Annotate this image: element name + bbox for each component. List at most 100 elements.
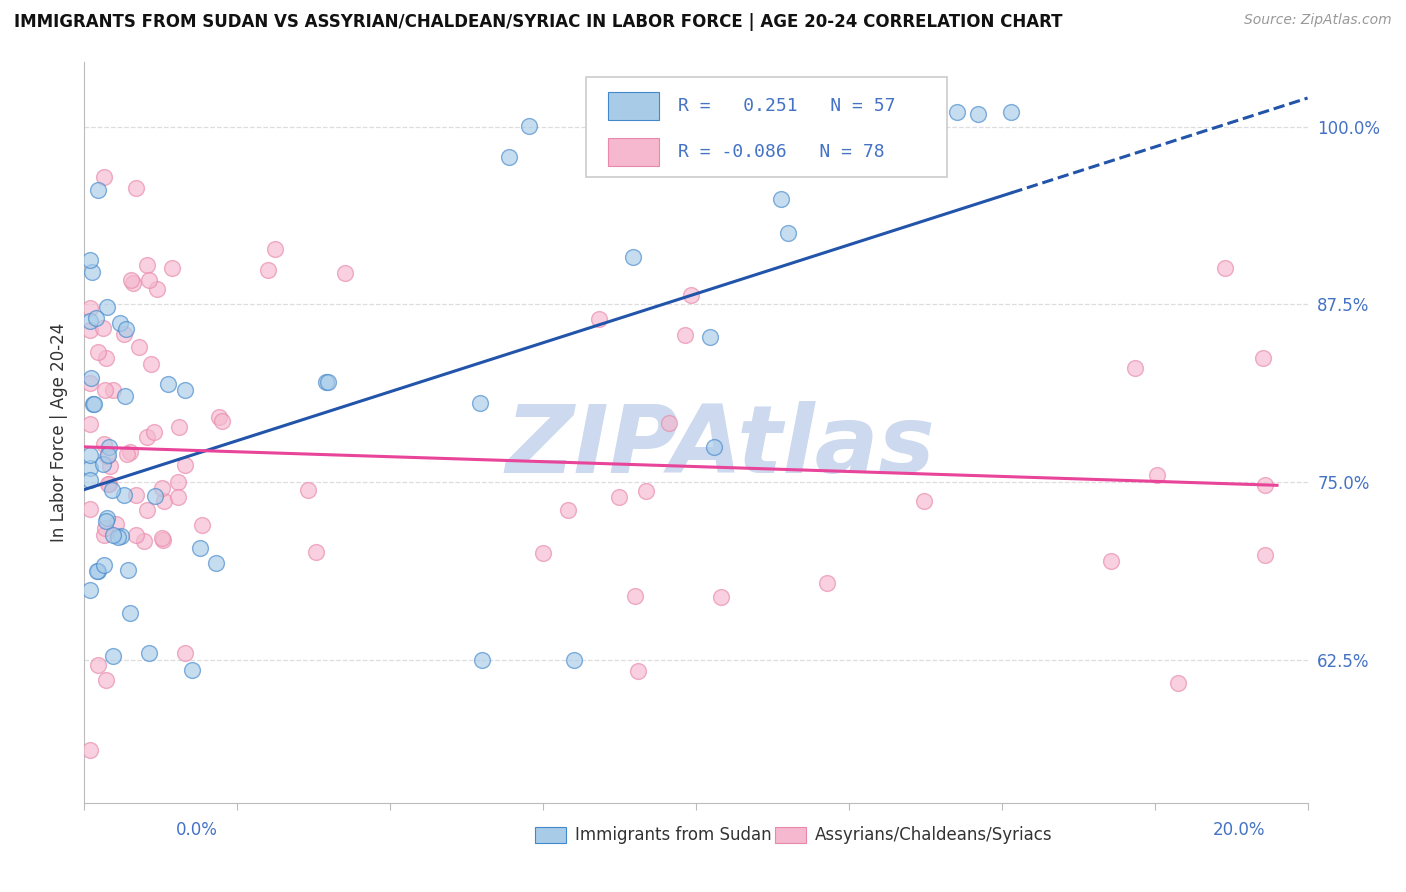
Point: [79, 460, 101, 475]
Point: [607, 490, 630, 504]
Point: [174, 646, 197, 660]
Point: [114, 388, 136, 402]
Point: [143, 489, 166, 503]
Point: [96, 300, 118, 314]
Point: [150, 481, 173, 495]
Point: [110, 529, 132, 543]
Point: [120, 273, 142, 287]
Point: [759, 105, 782, 120]
Point: [115, 322, 138, 336]
Point: [84, 311, 107, 326]
Point: [122, 276, 145, 290]
Point: [103, 384, 125, 398]
Point: [699, 330, 721, 344]
Point: [153, 494, 176, 508]
Point: [79, 417, 101, 431]
Point: [815, 576, 838, 591]
Point: [97, 477, 120, 491]
Point: [160, 260, 183, 275]
Point: [83, 397, 105, 411]
Point: [138, 646, 160, 660]
Point: [94, 351, 117, 365]
Point: [93, 558, 115, 572]
Point: [132, 533, 155, 548]
Point: [118, 606, 141, 620]
Point: [112, 326, 135, 341]
Point: [79, 582, 101, 597]
Point: [167, 490, 190, 504]
Point: [912, 494, 935, 508]
Point: [946, 105, 969, 120]
Y-axis label: In Labor Force | Age 20-24: In Labor Force | Age 20-24: [51, 323, 69, 542]
Point: [80, 370, 103, 384]
Point: [87, 183, 110, 197]
Point: [94, 383, 117, 397]
Point: [257, 262, 280, 277]
Point: [141, 357, 163, 371]
Point: [627, 664, 650, 678]
Point: [174, 384, 197, 398]
Point: [498, 150, 520, 164]
Text: R = -0.086   N = 78: R = -0.086 N = 78: [678, 143, 884, 161]
Point: [79, 474, 101, 488]
Point: [128, 340, 150, 354]
Point: [1251, 351, 1274, 365]
Point: [142, 425, 165, 439]
Point: [94, 521, 117, 535]
Point: [80, 265, 103, 279]
Point: [86, 658, 108, 673]
Point: [82, 396, 104, 410]
Text: Immigrants from Sudan: Immigrants from Sudan: [575, 826, 772, 844]
Point: [112, 488, 135, 502]
Point: [93, 437, 115, 451]
Point: [1099, 554, 1122, 568]
Point: [967, 107, 990, 121]
Point: [304, 545, 326, 559]
Point: [79, 743, 101, 757]
Point: [97, 448, 120, 462]
Point: [1167, 676, 1189, 690]
Point: [125, 528, 148, 542]
Point: [333, 266, 356, 280]
Point: [105, 516, 128, 531]
Point: [531, 546, 554, 560]
Point: [877, 137, 900, 152]
Text: Source: ZipAtlas.com: Source: ZipAtlas.com: [1244, 13, 1392, 28]
Point: [107, 529, 129, 543]
Point: [87, 345, 110, 359]
Text: 20.0%: 20.0%: [1213, 821, 1265, 838]
Point: [1123, 361, 1146, 376]
Text: R =   0.251   N = 57: R = 0.251 N = 57: [678, 96, 896, 115]
Point: [79, 376, 101, 391]
Point: [96, 449, 118, 463]
Text: IMMIGRANTS FROM SUDAN VS ASSYRIAN/CHALDEAN/SYRIAC IN LABOR FORCE | AGE 20-24 COR: IMMIGRANTS FROM SUDAN VS ASSYRIAN/CHALDE…: [14, 13, 1063, 31]
Point: [79, 448, 101, 462]
Point: [297, 483, 319, 498]
Point: [174, 458, 197, 473]
Point: [146, 282, 169, 296]
Point: [621, 251, 644, 265]
Point: [557, 503, 579, 517]
Point: [634, 483, 657, 498]
Point: [93, 528, 115, 542]
Point: [135, 503, 157, 517]
Point: [167, 475, 190, 490]
Point: [101, 528, 124, 542]
Point: [679, 288, 702, 302]
Point: [108, 316, 131, 330]
Point: [204, 556, 226, 570]
Point: [889, 119, 911, 133]
Point: [115, 447, 138, 461]
Point: [263, 242, 285, 256]
Point: [125, 488, 148, 502]
Point: [94, 673, 117, 687]
Point: [152, 533, 174, 548]
Point: [188, 541, 211, 555]
Point: [138, 273, 160, 287]
Point: [1215, 260, 1237, 275]
Point: [79, 323, 101, 337]
Point: [96, 511, 118, 525]
Point: [658, 416, 681, 430]
Point: [315, 376, 337, 390]
Point: [86, 564, 108, 578]
